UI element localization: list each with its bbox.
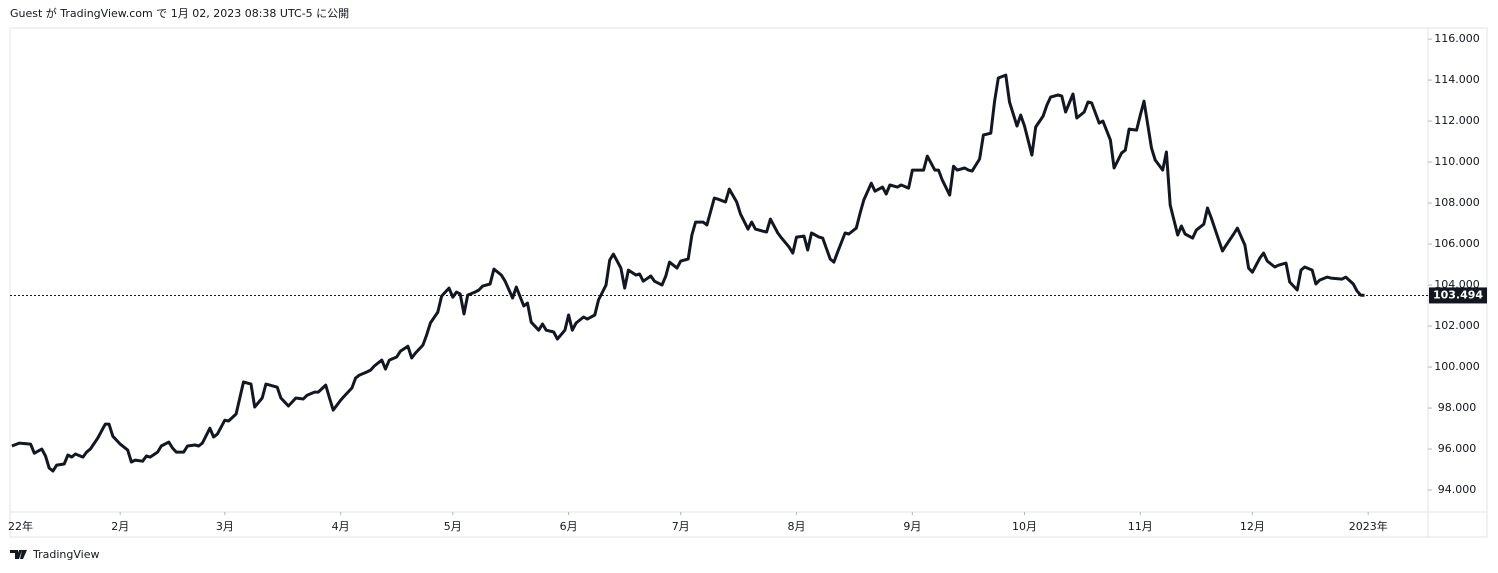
y-tick-label: 94.000 — [1438, 483, 1477, 496]
x-tick-label: 5月 — [444, 520, 462, 533]
x-tick-label: 2023年 — [1349, 519, 1388, 533]
y-tick-label: 116.000 — [1434, 32, 1480, 45]
y-tick-label: 98.000 — [1438, 401, 1477, 414]
y-tick-label: 100.000 — [1434, 360, 1480, 373]
logo: TradingView — [10, 548, 99, 561]
header: Guest が TradingView.com で 1月 02, 2023 08… — [10, 6, 349, 20]
x-tick-label: 6月 — [560, 520, 578, 533]
last-price-label: 103.494 — [1433, 288, 1483, 301]
last-price-box — [1429, 287, 1487, 304]
x-tick-label: 10月 — [1012, 520, 1037, 533]
x-tick-label: 22年 — [8, 519, 33, 533]
y-tick-label: 106.000 — [1434, 237, 1480, 250]
y-tick-label: 96.000 — [1438, 442, 1477, 455]
y-tick-label: 108.000 — [1434, 196, 1480, 209]
x-tick-label: 11月 — [1128, 520, 1153, 533]
footer-brand: TradingView — [32, 548, 99, 561]
y-tick-label: 110.000 — [1434, 155, 1480, 168]
logo-icon — [10, 550, 27, 559]
y-tick-label: 112.000 — [1434, 114, 1480, 127]
y-tick-label: 102.000 — [1434, 319, 1480, 332]
x-tick-label: 3月 — [216, 520, 234, 533]
y-tick-label: 114.000 — [1434, 73, 1480, 86]
x-tick-label: 2月 — [111, 520, 129, 533]
x-tick-label: 12月 — [1240, 520, 1265, 533]
x-tick-label: 4月 — [332, 520, 350, 533]
x-tick-label: 9月 — [903, 520, 921, 533]
price-line — [11, 73, 1365, 473]
x-tick-label: 8月 — [788, 520, 806, 533]
chart-frame — [9, 27, 1488, 538]
x-tick-label: 7月 — [672, 520, 690, 533]
